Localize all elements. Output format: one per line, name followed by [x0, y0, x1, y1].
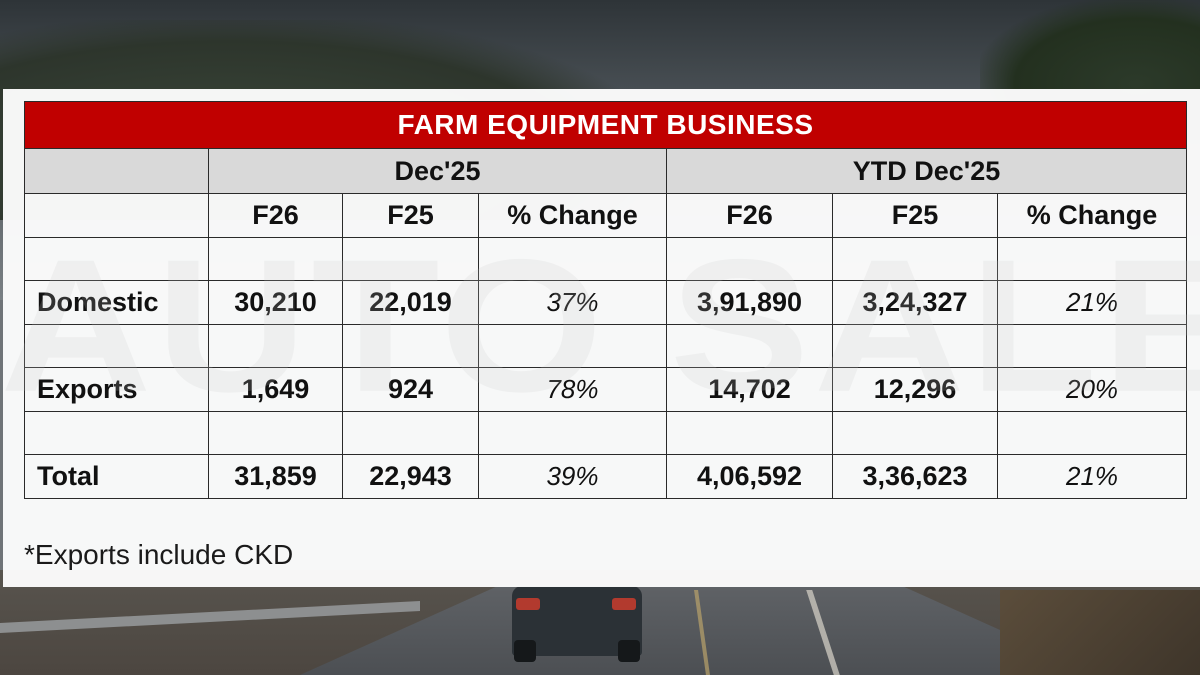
row-label: Exports — [24, 367, 209, 412]
table-cell: 3,24,327 — [832, 280, 998, 325]
percent-change-cell: 37% — [478, 280, 667, 325]
table-cell: 3,91,890 — [666, 280, 833, 325]
column-header: F26 — [208, 193, 343, 238]
table-title: FARM EQUIPMENT BUSINESS — [23, 101, 1188, 149]
percent-change-cell: 20% — [996, 367, 1188, 412]
column-header: F25 — [832, 193, 998, 238]
table-cell: 30,210 — [208, 280, 343, 325]
table-row: Total 31,859 22,943 39% 4,06,592 3,36,62… — [24, 454, 1188, 499]
percent-change-cell: 78% — [478, 367, 667, 412]
row-label: Total — [24, 454, 209, 499]
car-wheel — [618, 640, 640, 662]
percent-change-cell: 21% — [996, 280, 1188, 325]
car-wheel — [514, 640, 536, 662]
column-header: % Change — [996, 193, 1188, 238]
spacer-row — [24, 411, 1188, 455]
table-row: Domestic 30,210 22,019 37% 3,91,890 3,24… — [24, 280, 1188, 325]
footnote: *Exports include CKD — [24, 539, 294, 570]
column-header: F25 — [342, 193, 479, 238]
table-cell: 31,859 — [208, 454, 343, 499]
car-tail-light — [516, 598, 540, 610]
roadside-grass — [1000, 590, 1200, 675]
car-tail-light — [612, 598, 636, 610]
group-header-ytd: YTD Dec'25 — [665, 148, 1188, 194]
table-cell: 22,943 — [342, 454, 479, 499]
table-cell: 22,019 — [342, 280, 479, 325]
spacer-row — [24, 237, 1188, 281]
table-cell: 1,649 — [208, 367, 343, 412]
table-cell: 12,296 — [832, 367, 998, 412]
table-cell: 3,36,623 — [832, 454, 998, 499]
header-blank-cell — [24, 148, 209, 194]
sales-table: FARM EQUIPMENT BUSINESS Dec'25 YTD Dec'2… — [23, 101, 1188, 499]
spacer-row — [24, 324, 1188, 368]
percent-change-cell: 39% — [478, 454, 667, 499]
row-label: Domestic — [24, 280, 209, 325]
header-blank-cell — [24, 193, 209, 238]
table-cell: 4,06,592 — [666, 454, 833, 499]
column-header: % Change — [478, 193, 667, 238]
column-header: F26 — [666, 193, 833, 238]
percent-change-cell: 21% — [996, 454, 1188, 499]
table-cell: 14,702 — [666, 367, 833, 412]
table-row: Exports 1,649 924 78% 14,702 12,296 20% — [24, 367, 1188, 412]
table-cell: 924 — [342, 367, 479, 412]
group-header-month: Dec'25 — [208, 148, 667, 194]
